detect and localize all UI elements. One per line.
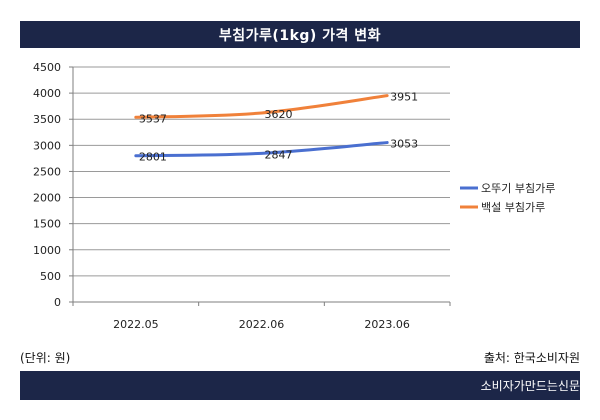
y-tick-label: 4500 bbox=[33, 61, 61, 74]
data-label: 2847 bbox=[265, 148, 293, 161]
y-tick-label: 4000 bbox=[33, 87, 61, 100]
y-tick-label: 3500 bbox=[33, 113, 61, 126]
y-tick-label: 500 bbox=[40, 270, 61, 283]
y-axis-ticks: 0 500 1000 1500 2000 2500 3000 3500 4000 4500 bbox=[33, 61, 61, 309]
source-note: 출처: 한국소비자원 bbox=[483, 351, 580, 365]
y-tick-label: 2500 bbox=[33, 165, 61, 178]
chart-title: 부침가루(1kg) 가격 변화 bbox=[20, 21, 580, 48]
footer-bar: 소비자가만드는신문 bbox=[20, 371, 580, 400]
data-label: 3951 bbox=[390, 91, 418, 104]
legend-label: 백설 부침가루 bbox=[481, 201, 545, 214]
data-labels: 2801 2847 3053 3537 3620 3951 bbox=[139, 91, 418, 164]
series-lines bbox=[134, 94, 389, 158]
data-label: 3053 bbox=[390, 138, 418, 151]
axes bbox=[69, 66, 451, 306]
legend-label: 오뚜기 부침가루 bbox=[481, 182, 555, 195]
y-tick-label: 3000 bbox=[33, 139, 61, 152]
footer-brand: 소비자가만드는신문 bbox=[480, 379, 580, 393]
data-label: 3620 bbox=[265, 108, 293, 121]
data-label: 3537 bbox=[139, 112, 167, 125]
x-tick-label: 2022.05 bbox=[113, 318, 159, 331]
gridlines bbox=[73, 66, 450, 277]
y-tick-label: 0 bbox=[54, 296, 61, 309]
x-tick-label: 2023.06 bbox=[364, 318, 410, 331]
y-tick-label: 1500 bbox=[33, 218, 61, 231]
series-line-2 bbox=[134, 94, 389, 119]
data-label: 2801 bbox=[139, 151, 167, 164]
y-tick-label: 2000 bbox=[33, 192, 61, 205]
x-axis-ticks: 2022.05 2022.06 2023.06 bbox=[113, 318, 410, 331]
y-tick-label: 1000 bbox=[33, 244, 61, 257]
series-line-1 bbox=[134, 141, 389, 158]
x-tick-label: 2022.06 bbox=[239, 318, 285, 331]
unit-note: (단위: 원) bbox=[20, 351, 71, 365]
